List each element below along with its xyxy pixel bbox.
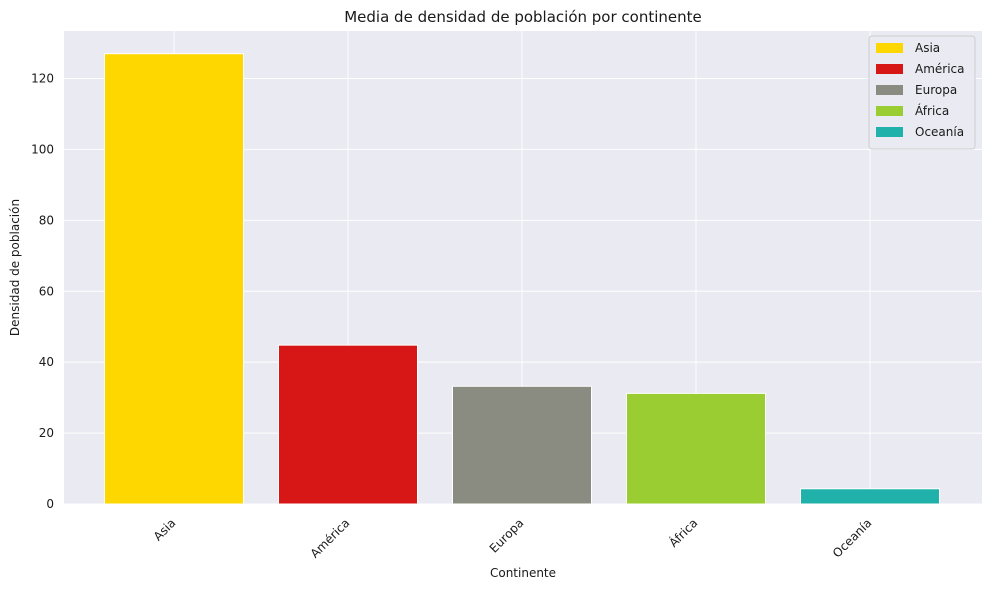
x-tick-label: América [308,516,353,561]
bar-europa [452,385,592,505]
x-axis-ticks: Asia América Europa África Oceanía [151,515,875,561]
bar-asia [104,53,244,505]
x-tick-label: Asia [151,516,179,544]
legend: Asia América Europa África Oceanía [868,35,976,150]
bar-oceanía [800,488,940,505]
legend-label: Oceanía [915,125,964,139]
legend-label: África [915,103,949,118]
y-tick-label: 40 [39,355,54,369]
bars [104,53,940,505]
y-axis-label: Densidad de población [8,199,22,336]
bar-américa [278,344,418,505]
x-tick-label: África [666,515,701,550]
chart-title: Media de densidad de población por conti… [344,8,702,26]
legend-swatch [876,64,903,74]
y-tick-label: 60 [39,284,54,298]
bar-áfrica [626,392,766,505]
legend-swatch [876,106,903,116]
y-tick-label: 0 [46,497,54,511]
y-axis-ticks: 0 20 40 60 80 100 120 [31,72,54,511]
y-tick-label: 100 [31,142,54,156]
y-tick-label: 20 [39,426,54,440]
y-tick-label: 80 [39,213,54,227]
legend-swatch [876,127,903,137]
y-tick-label: 120 [31,72,54,86]
legend-label: Europa [915,83,957,97]
x-tick-label: Europa [487,516,527,556]
legend-label: América [915,62,965,76]
legend-label: Asia [915,41,940,55]
legend-swatch [876,85,903,95]
legend-swatch [876,43,903,53]
x-axis-label: Continente [490,566,556,580]
x-tick-label: Oceanía [830,516,875,561]
